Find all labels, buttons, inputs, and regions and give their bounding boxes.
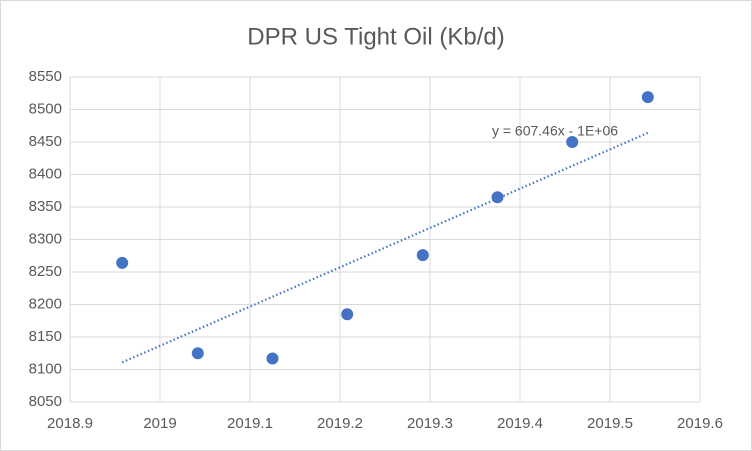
- x-tick-label: 2019: [143, 415, 176, 432]
- x-tick-label: 2019.6: [677, 415, 723, 432]
- x-tick-label: 2019.3: [407, 415, 453, 432]
- data-point: [491, 191, 504, 204]
- x-tick-label: 2018.9: [47, 415, 93, 432]
- y-tick-label: 8150: [29, 328, 62, 345]
- x-tick-label: 2019.4: [497, 415, 543, 432]
- x-tick-label: 2019.1: [227, 415, 273, 432]
- data-point: [116, 256, 129, 269]
- y-tick-label: 8050: [29, 393, 62, 410]
- y-tick-label: 8550: [29, 68, 62, 85]
- data-point: [191, 347, 204, 360]
- data-point: [416, 249, 429, 262]
- y-tick-label: 8400: [29, 165, 62, 182]
- trendline-label: y = 607.46x - 1E+06: [492, 123, 618, 139]
- data-point: [266, 352, 279, 365]
- y-tick-label: 8300: [29, 230, 62, 247]
- y-tick-label: 8250: [29, 263, 62, 280]
- chart-title: DPR US Tight Oil (Kb/d): [247, 23, 504, 50]
- y-tick-label: 8450: [29, 133, 62, 150]
- y-tick-label: 8500: [29, 100, 62, 117]
- y-tick-label: 8200: [29, 295, 62, 312]
- y-tick-label: 8350: [29, 198, 62, 215]
- data-point: [641, 91, 654, 104]
- x-tick-label: 2019.5: [587, 415, 633, 432]
- y-tick-label: 8100: [29, 360, 62, 377]
- data-point: [566, 136, 579, 148]
- x-tick-label: 2019.2: [317, 415, 363, 432]
- data-point: [341, 308, 354, 321]
